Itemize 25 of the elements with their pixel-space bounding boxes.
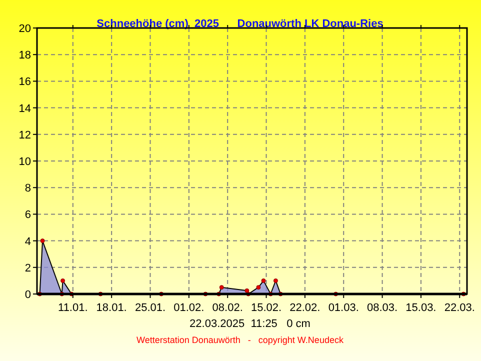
y-tick-label: 14 — [18, 102, 31, 115]
y-tick-label: 8 — [24, 182, 31, 195]
x-tick-label: 11.01. — [58, 302, 88, 314]
y-tick-label: 0 — [24, 289, 31, 301]
y-tick-label: 4 — [24, 236, 31, 248]
y-tick-label: 20 — [18, 23, 31, 35]
y-tick-label: 6 — [24, 209, 31, 222]
chart-title: Schneehöhe (cm) 2025 Donauwörth LK Donau-Ries — [96, 18, 384, 30]
y-tick-label: 10 — [18, 156, 31, 168]
x-tick-label: 08.02. — [212, 302, 243, 314]
y-tick-label: 16 — [18, 76, 31, 88]
x-tick-label: 25.01. — [134, 302, 166, 314]
text: Wetterstation Donauwörth - copyright W.Neudeck — [136, 335, 344, 345]
x-tick-label: 08.03. — [366, 302, 398, 314]
x-tick-label: 01.03. — [328, 302, 359, 314]
text: 22.03.2025 11:25 0 cm — [190, 318, 310, 330]
y-tick-label: 18 — [18, 50, 31, 62]
y-tick-label: 12 — [18, 129, 31, 142]
x-tick-label: 22.02. — [290, 302, 320, 314]
x-tick-label: 22.03. — [444, 302, 475, 314]
x-tick-label: 01.02. — [174, 302, 204, 314]
y-tick-label: 2 — [24, 262, 31, 274]
x-tick-label: 15.03. — [406, 302, 436, 314]
x-tick-label: 18.01. — [96, 302, 127, 314]
x-tick-label: 15.02. — [250, 302, 282, 314]
